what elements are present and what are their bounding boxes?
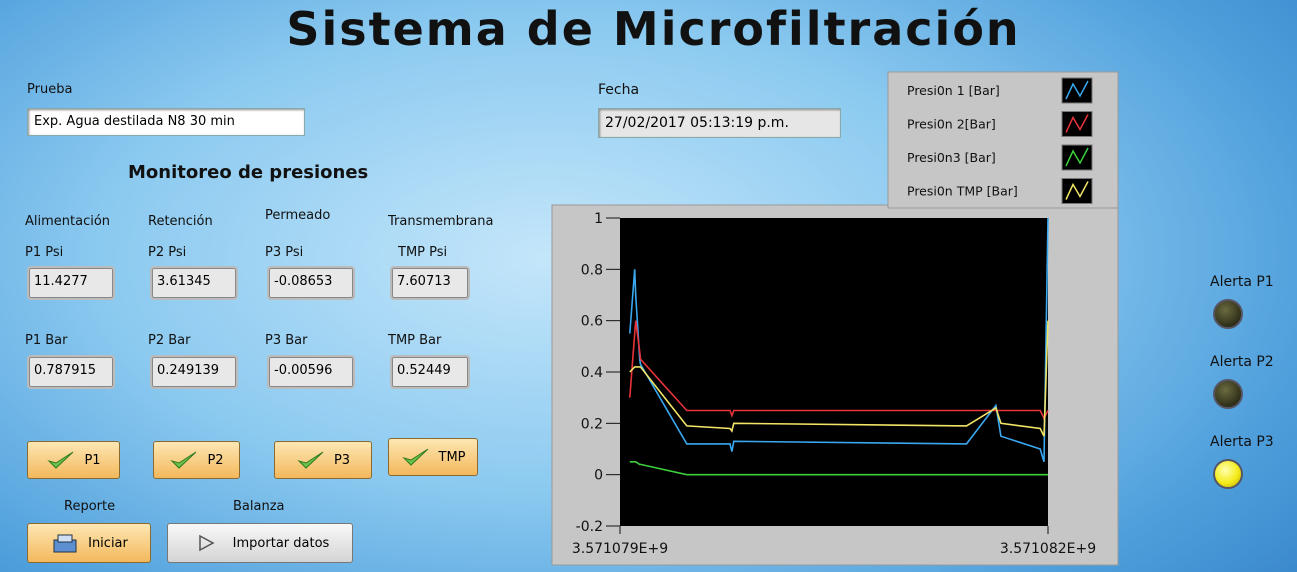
legend-swatch [1065,114,1089,133]
y-tick-label: -0.2 [576,519,603,535]
alert-label: Alerta P2 [1210,354,1274,370]
group-label: Transmembrana [388,214,494,229]
psi-label: P3 Psi [265,245,304,260]
pressure-button[interactable]: TMP [388,438,478,476]
bar-indicator: 0.249139 [150,355,238,389]
legend-label: Presi0n 1 [Bar] [907,83,1000,98]
bar-value: 0.249139 [157,363,220,378]
y-tick-label: 0.2 [581,416,603,432]
psi-value: 3.61345 [157,274,211,289]
bar-value: 0.787915 [34,363,97,378]
pressure-button[interactable]: P1 [27,441,120,479]
alert-led [1213,459,1243,489]
bar-value: -0.00596 [274,363,333,378]
title: Sistema de Microfiltración [286,2,1021,56]
bar-label: P1 Bar [25,333,68,348]
pressure-button[interactable]: P3 [274,441,372,479]
iniciar-label: Iniciar [88,535,128,551]
iniciar-button[interactable]: Iniciar [27,523,151,563]
psi-indicator: 3.61345 [150,266,238,300]
series-line [629,320,1049,437]
series-line [629,217,1049,463]
bar-indicator: -0.00596 [267,355,355,389]
button-label: P1 [84,452,101,468]
series-line [629,461,1048,476]
group-label: Retención [148,214,213,229]
y-tick-label: 0 [594,468,603,484]
importar-label: Importar datos [232,535,330,551]
check-icon [170,451,197,469]
bar-value: 0.52449 [397,363,451,378]
bar-label: P2 Bar [148,333,191,348]
y-tick-label: 1 [594,211,603,227]
legend-swatch [1065,181,1089,200]
alert-led [1213,379,1243,409]
legend-label: Presi0n 2[Bar] [907,117,996,132]
pressure-button[interactable]: P2 [153,441,240,479]
psi-indicator: -0.08653 [267,266,355,300]
prueba-label: Prueba [27,82,73,97]
bar-indicator: 0.787915 [27,355,115,389]
alert-label: Alerta P3 [1210,434,1274,450]
psi-label: P1 Psi [25,245,64,260]
x-tick-label: 3.571079E+9 [572,541,668,557]
psi-label: P2 Psi [148,245,187,260]
check-icon [297,451,324,469]
psi-value: 7.60713 [397,274,451,289]
bar-label: P3 Bar [265,333,308,348]
x-tick-label: 3.571082E+9 [1000,541,1096,557]
alert-label: Alerta P1 [1210,274,1274,290]
button-label: TMP [438,449,466,465]
legend-swatch [1065,80,1089,100]
fecha-label: Fecha [598,82,640,98]
legend-label: Presi0n3 [Bar] [907,150,996,165]
y-tick-label: 0.6 [581,314,603,330]
fecha-field: 27/02/2017 05:13:19 p.m. [598,108,841,138]
alert-led [1213,299,1243,329]
psi-value: -0.08653 [274,274,333,289]
prueba-field[interactable]: Exp. Agua destilada N8 30 min [27,108,305,136]
importar-button[interactable]: Importar datos [167,523,353,563]
series-line [629,320,1049,420]
button-label: P2 [207,452,224,468]
psi-indicator: 11.4277 [27,266,115,300]
reporte-label: Reporte [64,499,116,514]
legend-label: Presi0n TMP [Bar] [907,184,1018,199]
psi-indicator: 7.60713 [390,266,470,300]
check-icon [401,448,428,466]
play-icon [198,534,215,552]
psi-value: 11.4277 [34,274,88,289]
group-label: Permeado [265,208,331,223]
psi-label: TMP Psi [398,245,448,260]
balanza-label: Balanza [233,499,285,514]
y-tick-label: 0.8 [581,262,603,278]
bar-indicator: 0.52449 [390,355,470,389]
plot-area [620,218,1048,526]
printer-icon [53,534,77,553]
monitor-heading: Monitoreo de presiones [128,162,369,183]
group-label: Alimentación [25,214,111,229]
legend-swatch [1065,147,1089,167]
check-icon [47,451,74,469]
bar-label: TMP Bar [388,333,442,348]
y-tick-label: 0.4 [581,365,603,381]
button-label: P3 [333,452,351,468]
